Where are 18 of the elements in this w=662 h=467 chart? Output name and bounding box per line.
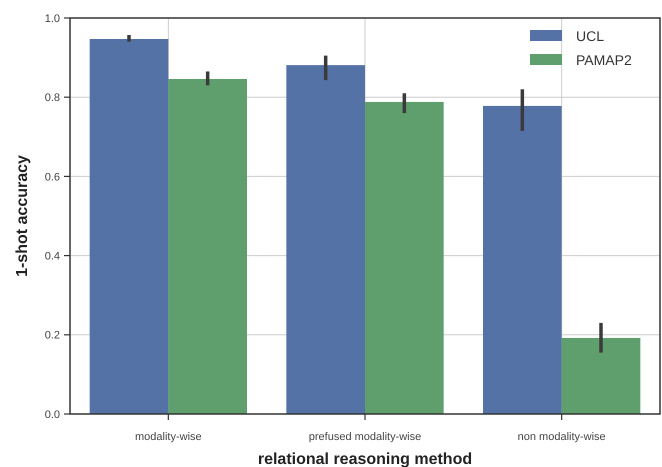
bar xyxy=(90,38,168,414)
legend-label: UCL xyxy=(576,28,604,44)
bar xyxy=(562,338,640,414)
y-axis-title: 1-shot accuracy xyxy=(14,154,31,277)
y-tick-label: 0.0 xyxy=(44,408,60,421)
bar xyxy=(483,106,562,414)
x-tick-label: modality-wise xyxy=(135,431,202,443)
x-tick-label: prefused modality-wise xyxy=(308,431,422,443)
legend-label: PAMAP2 xyxy=(576,52,632,68)
y-tick-label: 0.2 xyxy=(44,330,60,342)
y-tick-label: 1.0 xyxy=(44,12,60,25)
y-tick-label: 0.8 xyxy=(44,92,60,104)
bar xyxy=(365,102,444,414)
y-tick-label: 0.4 xyxy=(44,250,60,262)
bar xyxy=(168,78,247,414)
y-tick-label: 0.6 xyxy=(44,171,60,184)
bar xyxy=(286,65,365,414)
x-tick-label: non modality-wise xyxy=(518,431,606,443)
